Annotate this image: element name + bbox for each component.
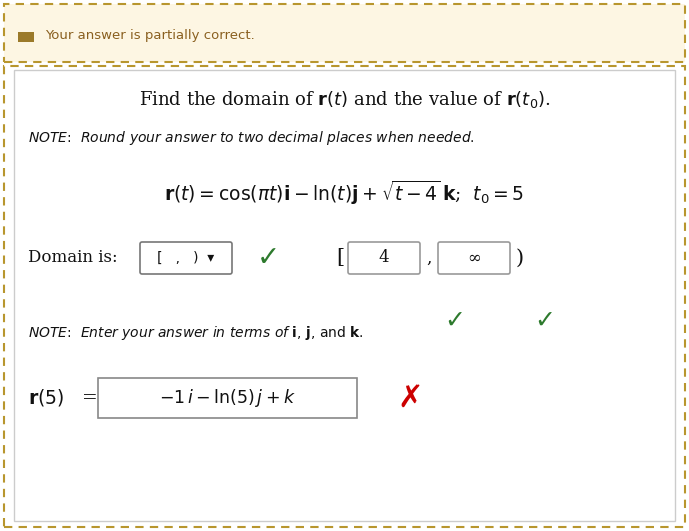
- Text: $\mathbf{r}(5)$: $\mathbf{r}(5)$: [28, 388, 64, 408]
- Text: Find the domain of $\mathbf{r}(t)$ and the value of $\mathbf{r}(t_0)$.: Find the domain of $\mathbf{r}(t)$ and t…: [138, 90, 551, 110]
- Text: ,: ,: [426, 250, 431, 267]
- FancyBboxPatch shape: [98, 378, 357, 418]
- FancyBboxPatch shape: [14, 70, 675, 521]
- Text: ✗: ✗: [398, 383, 423, 413]
- Text: ✓: ✓: [535, 309, 555, 333]
- Text: $\mathit{NOTE}$:  $\mathit{Enter\ your\ answer\ in\ terms\ of}$ $\mathbf{i}$, $\: $\mathit{NOTE}$: $\mathit{Enter\ your\ a…: [28, 324, 364, 342]
- Text: $\mathbf{r}(t) = \cos(\pi t)\mathbf{i} - \ln(t)\mathbf{j} + \sqrt{t-4}\,\mathbf{: $\mathbf{r}(t) = \cos(\pi t)\mathbf{i} -…: [165, 179, 524, 207]
- FancyBboxPatch shape: [438, 242, 510, 274]
- Text: ✓: ✓: [256, 244, 280, 272]
- Text: ): ): [516, 249, 524, 268]
- FancyBboxPatch shape: [348, 242, 420, 274]
- FancyBboxPatch shape: [4, 66, 685, 527]
- Text: $-1\,i - \ln(5)\,j + k$: $-1\,i - \ln(5)\,j + k$: [159, 387, 296, 409]
- Text: 4: 4: [379, 250, 389, 267]
- Text: ✓: ✓: [444, 309, 466, 333]
- FancyBboxPatch shape: [140, 242, 232, 274]
- FancyBboxPatch shape: [18, 32, 34, 42]
- Text: $\mathit{NOTE}$:  $\mathit{Round\ your\ answer\ to\ two\ decimal\ places\ when\ : $\mathit{NOTE}$: $\mathit{Round\ your\ a…: [28, 129, 475, 147]
- Text: ∞: ∞: [467, 250, 481, 267]
- Text: Domain is:: Domain is:: [28, 250, 118, 267]
- FancyBboxPatch shape: [4, 4, 685, 62]
- Text: Your answer is partially correct.: Your answer is partially correct.: [45, 30, 255, 42]
- Text: =: =: [82, 389, 98, 407]
- Text: [: [: [336, 249, 344, 268]
- Text: [   ,   )  ▾: [ , ) ▾: [157, 251, 215, 265]
